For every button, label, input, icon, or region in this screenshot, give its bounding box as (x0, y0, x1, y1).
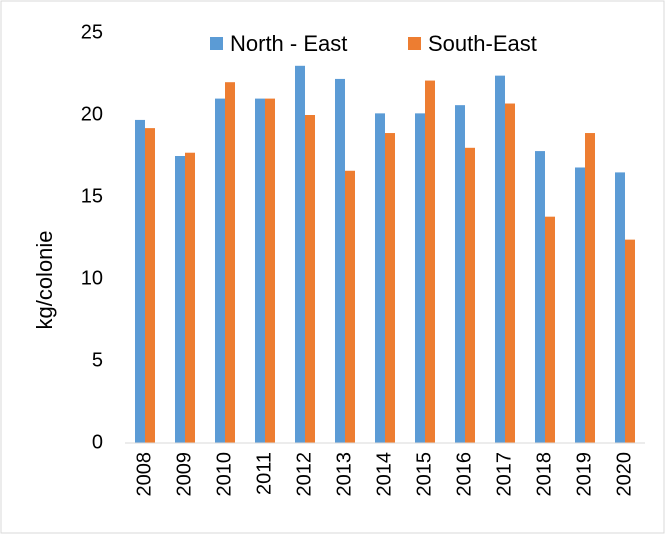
legend-swatch (210, 37, 223, 50)
bar (215, 98, 225, 443)
bar (385, 133, 395, 444)
x-tick-label: 2009 (173, 452, 195, 497)
y-tick-label: 5 (92, 349, 103, 371)
x-tick-label: 2016 (453, 452, 475, 497)
bar (585, 133, 595, 444)
bar (145, 128, 155, 443)
bar (175, 156, 185, 443)
bar (575, 167, 585, 444)
bar (135, 119, 145, 444)
bar (255, 98, 265, 443)
bar (505, 103, 515, 444)
bar (495, 75, 505, 443)
legend-label: North - East (230, 31, 347, 56)
bar (545, 216, 555, 443)
x-tick-label: 2019 (573, 452, 595, 497)
bar (185, 152, 195, 443)
bar (425, 80, 435, 443)
y-tick-label: 20 (81, 103, 103, 125)
x-tick-label: 2013 (333, 452, 355, 497)
x-tick-label: 2020 (613, 452, 635, 497)
bar (265, 98, 275, 443)
bar (345, 170, 355, 443)
bar (415, 113, 425, 444)
legend-swatch (408, 37, 421, 50)
bar (455, 105, 465, 443)
x-tick-label: 2014 (373, 452, 395, 497)
bar (535, 151, 545, 443)
bar (615, 172, 625, 443)
y-tick-label: 15 (81, 185, 103, 207)
bar (305, 115, 315, 443)
x-tick-label: 2017 (493, 452, 515, 497)
y-tick-label: 0 (92, 431, 103, 453)
bar (375, 113, 385, 444)
bar (335, 78, 345, 444)
bar (465, 147, 475, 444)
y-tick-label: 25 (81, 21, 103, 43)
bar (225, 82, 235, 443)
x-tick-label: 2008 (133, 452, 155, 497)
y-tick-label: 10 (81, 267, 103, 289)
legend-label: South-East (428, 31, 537, 56)
bar (295, 65, 305, 444)
bar (625, 239, 635, 443)
x-tick-label: 2010 (213, 452, 235, 497)
x-tick-label: 2018 (533, 452, 555, 497)
y-axis-label: kg/colonie (32, 230, 57, 329)
x-tick-label: 2012 (293, 452, 315, 497)
x-tick-label: 2015 (413, 452, 435, 497)
x-tick-label: 2011 (253, 452, 275, 495)
